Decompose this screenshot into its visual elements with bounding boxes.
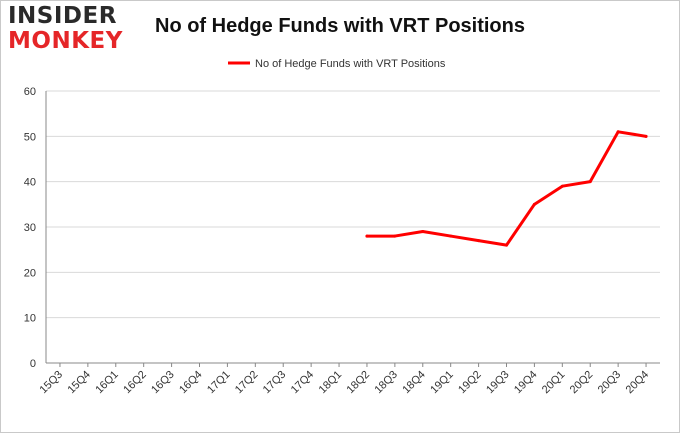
x-tick-label: 20Q3	[596, 369, 624, 397]
x-tick-label: 17Q2	[233, 369, 261, 397]
x-tick-label: 15Q4	[65, 369, 93, 397]
x-tick-label: 18Q1	[317, 369, 345, 397]
logo-line-2: MONKEY	[8, 28, 123, 54]
data-point	[365, 234, 369, 238]
x-tick-label: 19Q1	[428, 369, 456, 397]
data-point	[449, 234, 453, 238]
data-point	[616, 130, 620, 134]
data-point	[421, 230, 425, 234]
grid-lines	[46, 90, 660, 319]
y-tick-label: 40	[24, 177, 36, 189]
data-point	[532, 202, 536, 206]
legend-label: No of Hedge Funds with VRT Positions	[255, 58, 446, 70]
x-tick-label: 16Q2	[121, 369, 149, 397]
x-tick-label: 18Q4	[400, 369, 428, 397]
x-tick-label: 17Q1	[205, 369, 233, 397]
x-tick-label: 16Q3	[149, 369, 177, 397]
x-tick-label: 17Q3	[261, 369, 289, 397]
data-point	[644, 134, 648, 138]
x-tick-label: 19Q3	[484, 369, 512, 397]
x-tick-label: 16Q1	[93, 369, 121, 397]
x-tick-label: 20Q1	[540, 369, 568, 397]
x-tick-label: 19Q4	[512, 369, 540, 397]
y-tick-label: 10	[24, 313, 36, 325]
series-layer	[365, 130, 648, 247]
x-tick-label: 16Q4	[177, 369, 205, 397]
data-point	[477, 239, 481, 243]
insider-monkey-logo: INSIDER MONKEY	[8, 4, 128, 56]
legend: No of Hedge Funds with VRT Positions	[228, 58, 446, 70]
x-tick-label: 19Q2	[456, 369, 484, 397]
x-tick-label: 15Q3	[38, 369, 66, 397]
data-point	[560, 184, 564, 188]
axes	[45, 91, 660, 367]
y-tick-label: 0	[30, 358, 36, 370]
logo-line-1: INSIDER	[8, 3, 117, 29]
y-tick-labels: 0 10 20 30 40 50 60	[24, 86, 36, 370]
y-tick-label: 20	[24, 267, 36, 279]
x-tick-label: 20Q2	[568, 369, 596, 397]
x-tick-label: 18Q3	[372, 369, 400, 397]
y-tick-label: 50	[24, 131, 36, 143]
y-tick-label: 30	[24, 222, 36, 234]
chart-title: No of Hedge Funds with VRT Positions	[155, 15, 525, 37]
series-line	[365, 130, 648, 247]
data-point	[505, 243, 508, 247]
x-tick-labels: 15Q3 15Q4 16Q1 16Q2 16Q3 16Q4 17Q1 17Q2 17Q3 17Q4…	[38, 369, 652, 397]
data-point	[588, 180, 592, 184]
data-point	[393, 234, 397, 238]
y-tick-label: 60	[24, 86, 36, 98]
x-tick-label: 18Q2	[345, 369, 373, 397]
x-tick-label: 17Q4	[289, 369, 317, 397]
x-tick-label: 20Q4	[624, 369, 652, 397]
